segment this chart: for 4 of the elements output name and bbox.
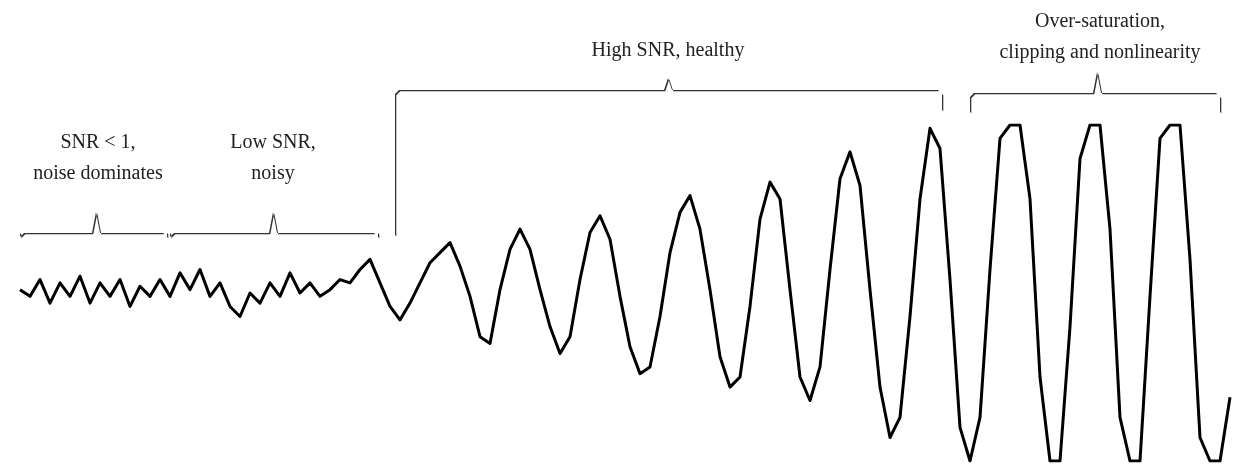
text: High SNR, healthy <box>591 37 745 61</box>
annotation: Low SNR, noisy <box>230 129 316 184</box>
text: Over-saturation, clipping and nonlinearity <box>999 8 1201 63</box>
annotation: SNR < 1, noise dominates <box>33 129 163 183</box>
